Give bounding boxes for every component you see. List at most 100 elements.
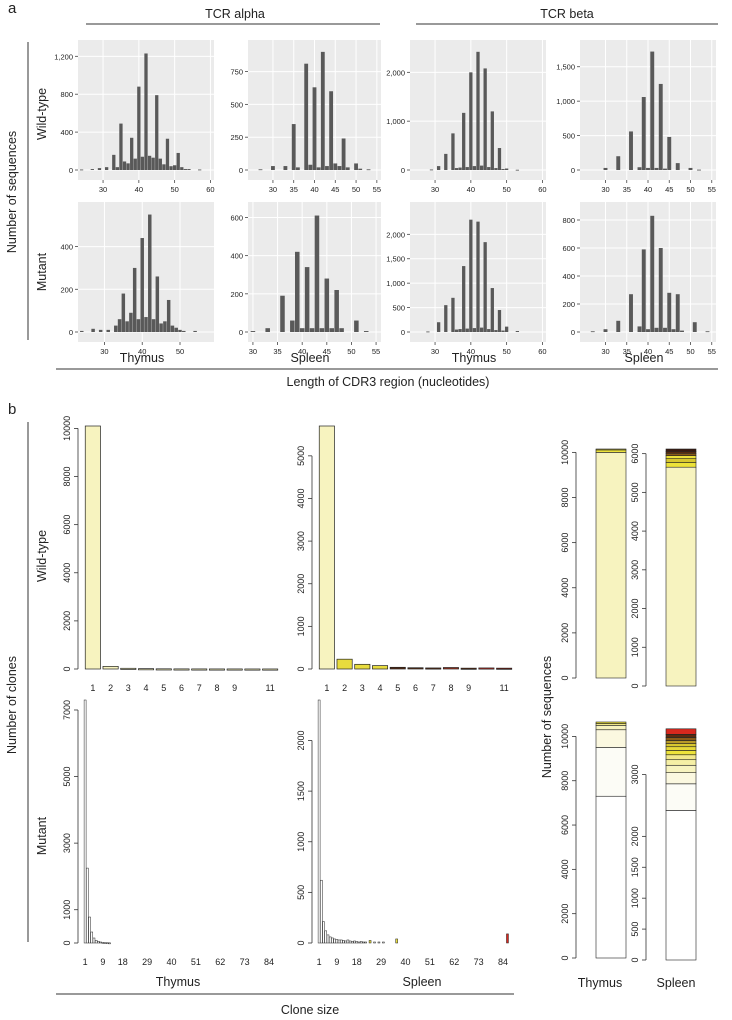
bar-ytick-label: 1000 — [296, 832, 306, 852]
bar — [353, 940, 356, 944]
hist-xtick-label: 40 — [644, 185, 652, 194]
hist-bar — [650, 215, 655, 332]
bar-ytick-label: 2000 — [62, 611, 72, 631]
bar-xtick-label: 2 — [108, 683, 113, 693]
bar — [88, 916, 91, 944]
stack-segment — [665, 458, 697, 463]
bar — [244, 668, 261, 671]
hist-bar — [133, 158, 137, 170]
hist-xtick-label: 30 — [269, 185, 277, 194]
stack-ytick-label: 4000 — [560, 578, 570, 598]
bar-xtick-label: 5 — [161, 683, 166, 693]
hist-a-wt-beta-spleen: 0 500 1,000 1,500 30 35 40 45 50 55 — [556, 40, 716, 194]
hist-bar — [667, 136, 672, 170]
hist-ytick-label: 0 — [239, 328, 243, 337]
hist-bar — [504, 168, 509, 170]
bar-xtick-label: 8 — [448, 683, 453, 693]
hist-xtick-label: 30 — [100, 347, 108, 356]
hist-a-mut-alpha-spleen: 0 200 400 600 30 35 40 45 50 55 — [230, 202, 381, 356]
panel-b-x-title: Clone size — [281, 1003, 339, 1017]
hist-bar — [658, 248, 663, 332]
hist-bar — [304, 267, 310, 332]
bar-xtick-label: 51 — [191, 957, 201, 967]
hist-bar — [333, 163, 338, 170]
hist-bar — [366, 169, 371, 171]
stack-segment — [595, 448, 627, 451]
bar-xtick-label: 1 — [324, 683, 329, 693]
bar — [368, 940, 372, 944]
hist-xtick-label: 60 — [538, 185, 546, 194]
bar — [348, 940, 352, 944]
hist-bar — [126, 163, 130, 170]
hist-bar — [140, 238, 144, 332]
hist-bar — [697, 169, 701, 171]
hist-bar — [663, 327, 667, 332]
hist-ytick-label: 1,500 — [386, 255, 405, 264]
hist-bar — [483, 242, 487, 332]
hist-ytick-label: 0 — [571, 166, 575, 175]
bar-ytick-label: 500 — [296, 885, 306, 900]
hist-bar — [198, 169, 202, 171]
hist-bar — [159, 323, 163, 332]
hist-bar — [250, 331, 256, 332]
bar-xtick-label: 40 — [401, 957, 411, 967]
hist-xtick-label: 35 — [273, 347, 281, 356]
hist-xtick-label: 50 — [347, 347, 355, 356]
hist-bar — [325, 166, 329, 170]
stack-segment — [665, 740, 697, 744]
hist-bar — [490, 288, 494, 332]
bar — [506, 933, 509, 944]
hist-bar — [114, 325, 118, 332]
bar — [346, 939, 350, 944]
hist-bar — [80, 330, 84, 332]
hist-ytick-label: 0 — [401, 328, 405, 337]
panel-a-col-spleen-1: Spleen — [291, 351, 330, 365]
hist-ytick-label: 500 — [230, 100, 243, 109]
hist-xtick-label: 50 — [502, 185, 510, 194]
stacked-b-stack-wt: 0 2000 4000 6000 8000 10000 0 1000 2000 3000 4000 5… — [560, 440, 697, 689]
hist-bar — [176, 152, 180, 170]
bar-xtick-label: 29 — [142, 957, 152, 967]
bar — [359, 941, 363, 944]
stack-ytick-label: 1000 — [630, 637, 640, 657]
bar — [425, 667, 442, 670]
bar — [108, 942, 111, 945]
hist-xtick-label: 45 — [323, 347, 331, 356]
hist-bar — [354, 320, 359, 332]
hist-bar — [641, 97, 646, 170]
hist-a-mut-beta-spleen: 0 200 400 600 800 30 35 40 45 50 55 — [562, 202, 716, 356]
stack-segment — [665, 737, 697, 741]
bar-ytick-label: 2000 — [296, 730, 306, 750]
bar-xtick-label: 62 — [449, 957, 459, 967]
hist-bar — [654, 167, 659, 170]
bar — [382, 941, 385, 944]
stack-segment — [665, 452, 697, 456]
hist-bar — [476, 221, 480, 332]
stack-segment — [665, 743, 697, 748]
hist-bar — [629, 131, 633, 170]
bar — [395, 938, 398, 944]
hist-xtick-label: 40 — [310, 185, 318, 194]
bar-xtick-label: 5 — [395, 683, 400, 693]
stack-segment — [665, 455, 697, 459]
hist-xtick-label: 30 — [601, 347, 609, 356]
bar — [362, 941, 365, 944]
hist-bar — [334, 290, 339, 332]
bar — [377, 941, 381, 944]
hist-bar — [646, 167, 650, 170]
bar — [407, 667, 424, 670]
bar-xtick-label: 6 — [179, 683, 184, 693]
hist-bar — [454, 168, 459, 170]
hist-xtick-label: 60 — [538, 347, 546, 356]
stack-ytick-label: 0 — [630, 957, 640, 962]
hist-bar — [290, 320, 295, 332]
bar-ytick-label: 0 — [296, 940, 306, 945]
hist-ytick-label: 400 — [60, 128, 73, 137]
bar — [442, 667, 459, 670]
hist-ytick-label: 1,200 — [54, 52, 73, 61]
hist-xtick-label: 35 — [623, 347, 631, 356]
hist-bar — [465, 328, 469, 332]
col-group-tcr-beta: TCR beta — [540, 7, 594, 21]
stack-ytick-label: 500 — [630, 922, 640, 937]
bar-xtick-label: 73 — [240, 957, 250, 967]
